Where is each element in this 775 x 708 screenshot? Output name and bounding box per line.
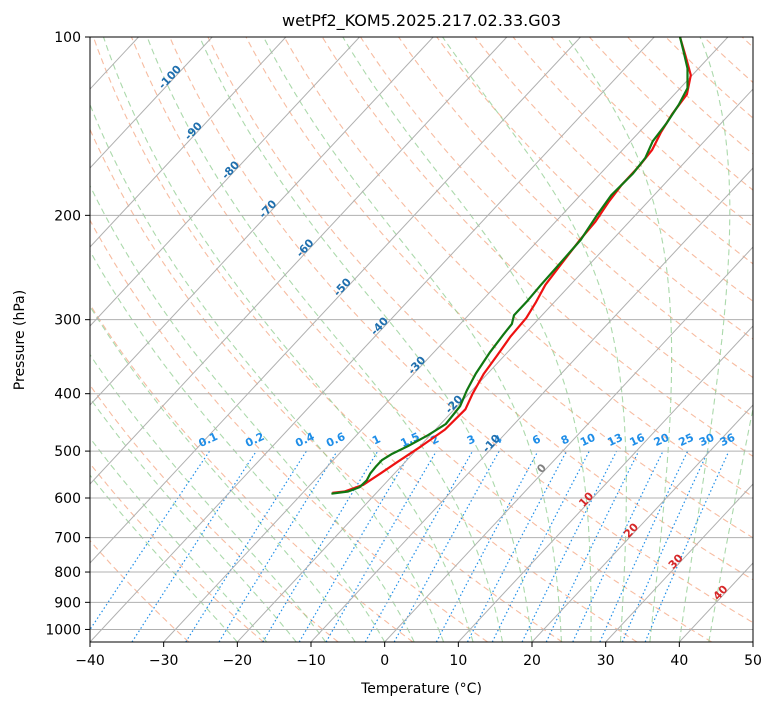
y-tick-label: 700 [54,531,81,547]
y-tick-label: 500 [54,444,81,460]
isotherm-gridline [163,37,729,642]
isotherm-gridline [310,167,753,642]
moist-adiabat-line [90,249,386,642]
moist-adiabat-line [90,397,297,642]
x-tick-label: 10 [449,653,467,669]
dry-adiabat-line [90,539,190,642]
x-tick-label: 50 [744,653,762,669]
moist-adiabat-line [102,37,474,642]
x-axis-label: Temperature (°C) [360,681,482,697]
mixing-ratio-line [90,450,211,631]
y-tick-label: 900 [54,595,81,611]
dry-adiabat-line [474,37,753,302]
mixing-ratio-line [435,450,539,642]
y-tick-label: 400 [54,387,81,403]
x-tick-label: 40 [670,653,688,669]
mixing-ratio-line [364,450,474,642]
x-tick-label: 20 [523,653,541,669]
mixing-ratio-line [491,450,590,642]
x-tick-label: −10 [296,653,326,669]
x-tick-label: 30 [597,653,615,669]
moist-adiabat-line [263,37,563,642]
isotherm-gridlines [90,37,753,642]
dewpoint-profile-line [331,37,689,495]
dry-adiabat-line [92,37,638,642]
mixing-ratio-label: 13 [605,431,624,449]
moist-adiabat-line [90,184,415,642]
mixing-ratio-line [262,450,379,642]
isotherm-gridline [457,325,753,642]
mixing-ratio-line [621,450,709,642]
y-tick-label: 100 [54,30,81,46]
y-tick-label: 200 [54,208,81,224]
x-tick-label: 0 [380,653,389,669]
mixing-ratio-label: 10 [578,431,598,449]
isotherm-gridline [531,404,753,642]
moist-adiabat-line [90,103,445,642]
axes: −40 −30 −20 −10 0 10 20 30 40 50 100 200 300 400 500 60… [45,30,762,669]
isotherm-gridline [90,37,655,642]
isotherm-gridline [90,37,360,327]
moist-adiabat-line [342,37,592,642]
mixing-ratio-line [218,450,338,642]
isotherm-gridline [384,246,753,642]
mixing-ratio-label: 30 [697,431,717,449]
dry-adiabat-line [436,37,753,340]
mixing-ratio-label: 36 [718,431,738,449]
mixing-ratio-line [131,450,257,642]
isotherm-gridline [90,37,287,248]
dry-adiabat-line [245,37,753,539]
dry-adiabat-line [283,37,753,498]
isotherm-gridline [90,37,508,485]
y-tick-label: 300 [54,313,81,329]
chart-title: wetPf2_KOM5.2025.217.02.33.G03 [282,11,561,31]
isotherm-gridline [90,37,434,406]
isotherm-gridline [90,37,581,564]
mixing-ratio-label: 25 [677,431,696,449]
moist-adiabat-line [442,37,627,642]
isotherm-gridline [236,88,753,642]
profile-lines [331,37,692,495]
x-tick-label: −30 [149,653,179,669]
dry-adiabat-line [90,219,488,642]
y-tick-label: 1000 [45,622,81,638]
moist-adiabat-line [566,37,673,642]
moist-adiabat-line [90,305,356,642]
moist-adiabats [90,37,753,642]
background-lines [90,37,753,642]
mixing-ratio-line [185,450,307,642]
dry-adiabat-line [130,37,712,642]
y-tick-label: 600 [54,491,81,507]
mixing-ratio-line [393,450,500,642]
dry-adiabat-line [207,37,753,581]
mixing-ratio-label: 16 [628,431,648,449]
x-tick-label: −40 [75,653,105,669]
dry-adiabat-line [90,462,264,642]
moist-adiabat-line [146,37,504,642]
moist-adiabat-line [678,37,731,642]
moist-adiabat-line [90,353,327,642]
x-tick-label: −20 [223,653,253,669]
mixing-ratio-label: 20 [652,431,672,449]
moist-adiabat-line [199,37,533,642]
y-axis-label: Pressure (hPa) [12,290,28,390]
plot-frame [89,36,754,643]
isotherm-gridline [90,37,213,169]
y-tick-label: 800 [54,565,81,581]
dry-adiabat-line [169,37,753,624]
moist-adiabat-line [708,405,753,642]
isotherm-gridline [605,483,753,642]
mixing-ratio-line [521,450,618,642]
